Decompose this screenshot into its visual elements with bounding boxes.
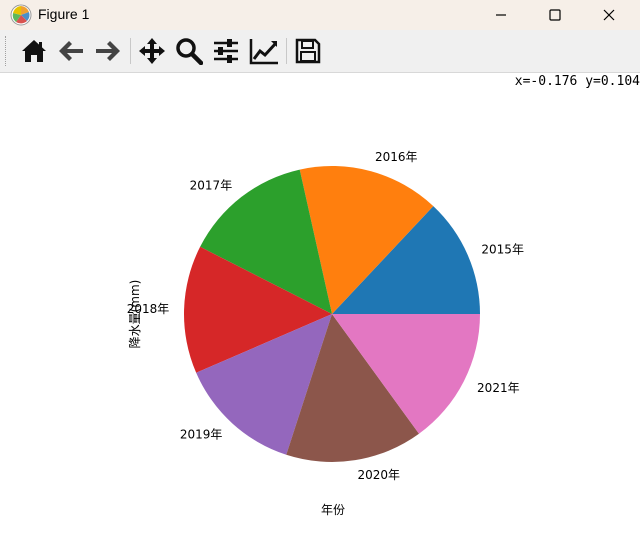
home-icon	[20, 37, 48, 65]
arrow-left-icon	[57, 37, 85, 65]
navigation-toolbar: x=-0.176 y=0.104	[0, 30, 640, 73]
home-button[interactable]	[18, 36, 50, 66]
pie-slice-label: 2021年	[477, 381, 520, 395]
title-bar: Figure 1	[0, 0, 640, 30]
floppy-disk-icon	[294, 37, 322, 65]
line-chart-icon	[249, 37, 279, 65]
matplotlib-logo-icon	[10, 4, 32, 26]
figure-canvas[interactable]: 2015年 2016年 2017年 2018年 2019年 2020年 2021年 年份 降…	[0, 73, 640, 539]
magnifier-icon	[175, 37, 203, 65]
close-button[interactable]	[586, 0, 632, 30]
move-icon	[138, 37, 166, 65]
sliders-icon	[212, 37, 240, 65]
pie-slice-label: 2015年	[481, 242, 524, 256]
save-button[interactable]	[292, 36, 324, 66]
pie-slice-label: 2016年	[375, 150, 418, 164]
pie-slice-label: 2020年	[357, 468, 400, 482]
pie-slice-label: 2017年	[190, 178, 233, 192]
edit-axis-button[interactable]	[247, 36, 279, 66]
forward-button[interactable]	[92, 36, 124, 66]
y-axis-label: 降水量(mm)	[128, 280, 142, 349]
toolbar-grip	[5, 36, 9, 66]
x-axis-label: 年份	[321, 503, 345, 517]
configure-subplots-button[interactable]	[210, 36, 242, 66]
minimize-button[interactable]	[478, 0, 524, 30]
zoom-button[interactable]	[173, 36, 205, 66]
minimize-icon	[494, 8, 508, 22]
toolbar-separator	[130, 38, 131, 64]
window-title: Figure 1	[38, 6, 89, 22]
close-icon	[602, 8, 616, 22]
maximize-button[interactable]	[532, 0, 578, 30]
maximize-icon	[548, 8, 562, 22]
pan-button[interactable]	[136, 36, 168, 66]
pie-slice-label: 2019年	[180, 427, 223, 441]
toolbar-separator	[286, 38, 287, 64]
back-button[interactable]	[55, 36, 87, 66]
arrow-right-icon	[94, 37, 122, 65]
